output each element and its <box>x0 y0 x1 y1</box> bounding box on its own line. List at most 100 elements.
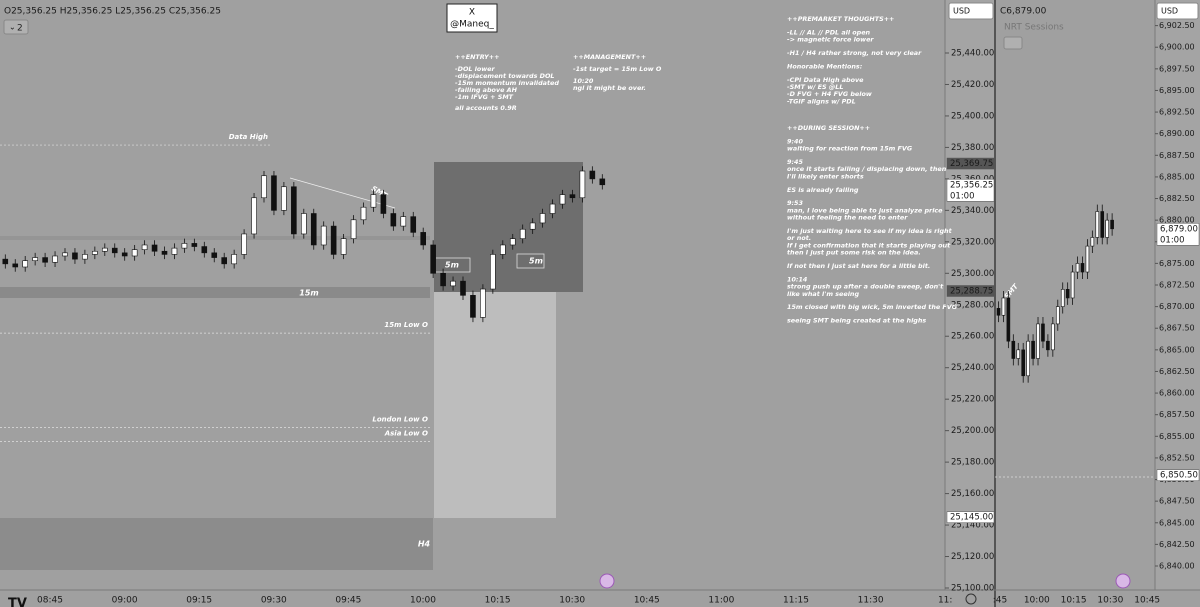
y-tick-label: 25,340.00 <box>951 206 994 216</box>
candle-body <box>271 175 277 211</box>
candle-body <box>1036 323 1040 359</box>
x-tick-label: 11:15 <box>783 596 809 606</box>
candle-body <box>460 280 466 296</box>
y-tick-label: 25,400.00 <box>951 111 994 121</box>
x-tick-label: 10:45 <box>634 596 660 606</box>
candle-body <box>1055 306 1060 325</box>
zone-label: H4 <box>418 540 431 549</box>
note-line: -D FVG + H4 FVG below <box>787 90 872 98</box>
price-badge-label: 25,145.00 <box>950 513 993 523</box>
candle-body <box>340 238 347 255</box>
note-line: -15m momentum invalidated <box>455 79 559 87</box>
short-risk-box <box>434 162 583 292</box>
note-line: -> magnetic force lower <box>787 36 874 44</box>
indicator-name: NRT Sessions <box>1004 23 1064 33</box>
candle-body <box>559 194 566 205</box>
zone-label: 5m <box>529 257 543 266</box>
x-tick-label: 09:45 <box>335 596 361 606</box>
collapse-button[interactable] <box>3 19 29 35</box>
candle-body <box>440 272 446 287</box>
x-tick-label: 11:00 <box>708 596 734 606</box>
candle-body <box>261 175 267 199</box>
y-tick-label: 6,847.50 <box>1159 497 1195 506</box>
y-tick-label: 6,872.50 <box>1159 281 1195 290</box>
zone-label: 15m <box>299 289 318 298</box>
note-line: without feeling the need to enter <box>787 214 908 222</box>
session-icon[interactable] <box>599 573 615 589</box>
settings-icon[interactable] <box>965 593 977 605</box>
candle-body <box>131 249 138 257</box>
y-tick-label: 25,280.00 <box>951 300 994 310</box>
y-tick-label: 6,900.00 <box>1159 43 1195 52</box>
candle-body <box>400 216 407 227</box>
price-axis <box>1155 0 1200 590</box>
y-tick-label: 6,852.50 <box>1159 453 1195 462</box>
y-tick-label: 25,240.00 <box>951 363 994 373</box>
candle-body <box>579 170 586 199</box>
price-badge-label: 6,850.50 <box>1160 471 1198 481</box>
y-tick-label: 6,902.50 <box>1159 21 1195 30</box>
note-line: -LL // AL // PDL all open <box>787 28 871 36</box>
note-line: ++PREMARKET THOUGHTS++ <box>787 15 894 23</box>
candle-body <box>529 222 536 230</box>
note-line: -failing above AH <box>455 86 518 94</box>
price-badge <box>946 511 995 523</box>
y-tick-label: 6,860.00 <box>1159 389 1195 398</box>
candle-body <box>490 254 496 290</box>
candle-body <box>251 197 257 235</box>
zone-label: 5m <box>445 261 459 270</box>
smt-label: SMT <box>1003 282 1021 301</box>
x-tick-label: 10:30 <box>559 596 585 606</box>
note-line: -TGIF aligns w/ PDL <box>787 97 856 105</box>
candle-body <box>241 233 247 255</box>
candle-body <box>420 232 427 246</box>
candle-body <box>1051 323 1055 351</box>
candle-body <box>1090 237 1095 247</box>
note-line: or not. <box>787 234 811 242</box>
note-line: ++ENTRY++ <box>455 53 499 61</box>
note-line: ++MANAGEMENT++ <box>573 53 646 61</box>
candle-body <box>281 186 287 211</box>
note-line: -H1 / H4 rather strong, not very clear <box>787 49 922 57</box>
candle-body <box>52 255 58 263</box>
y-tick-label: 6,887.50 <box>1159 151 1195 160</box>
candle-body <box>2 258 9 265</box>
note-line: ES is already failing <box>787 186 859 194</box>
currency-button[interactable] <box>1156 2 1199 20</box>
price-badge <box>946 157 995 170</box>
note-line: strong push up after a double sweep, don… <box>787 283 944 291</box>
note-line: like what I'm seeing <box>787 290 859 298</box>
y-tick-label: 6,880.00 <box>1159 216 1195 225</box>
candle-body <box>1065 289 1070 299</box>
candle-body <box>1060 289 1065 307</box>
candle-body <box>1085 245 1090 273</box>
y-tick-label: 25,320.00 <box>951 237 994 247</box>
candle-body <box>1105 219 1109 238</box>
note-line: -SMT w/ ES @LL <box>787 83 843 91</box>
y-tick-label: 25,220.00 <box>951 395 994 405</box>
candle-body <box>1100 211 1105 238</box>
note-line: If not then I just sat here for a little… <box>787 262 930 270</box>
level-label: 15m Low O <box>384 321 428 329</box>
candle-body <box>1001 297 1006 316</box>
candle-body <box>589 170 596 180</box>
collapse-button[interactable] <box>1003 36 1023 50</box>
note-line: 15m closed with big wick, 5m inverted th… <box>787 303 957 311</box>
candle-body <box>1070 271 1075 299</box>
price-badge <box>1156 223 1200 246</box>
candle-body <box>1016 349 1021 359</box>
note-line: then I just put some risk on the idea. <box>787 249 921 257</box>
candle-body <box>360 206 367 221</box>
note-line: -1st target = 15m Low O <box>573 65 662 73</box>
candle-body <box>519 228 526 239</box>
candle-body <box>310 213 317 246</box>
note-line: -CPI Data High above <box>787 76 864 84</box>
watermark-box <box>446 3 498 33</box>
candle-body <box>370 194 377 208</box>
currency-button[interactable] <box>948 2 994 20</box>
candle-body <box>539 213 546 224</box>
session-icon[interactable] <box>1115 573 1131 589</box>
candle-body <box>599 178 606 186</box>
countdown: 01:00 <box>1160 235 1185 245</box>
note-line: man, I love being able to just analyze p… <box>787 206 943 214</box>
